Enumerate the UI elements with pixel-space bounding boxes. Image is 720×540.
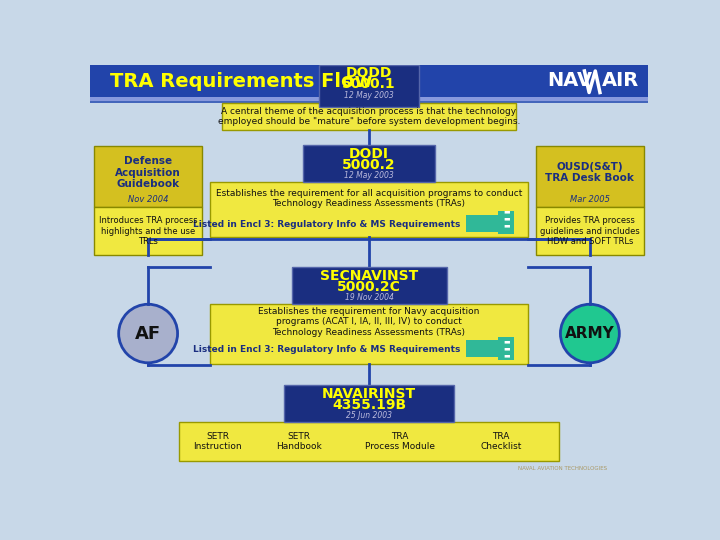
Text: TRA
Checklist: TRA Checklist	[480, 431, 521, 451]
Text: ARMY: ARMY	[565, 326, 615, 341]
Text: AF: AF	[135, 325, 161, 342]
Bar	[90, 97, 648, 101]
Text: Listed in Encl 3: Regulatory Info & MS Requirements: Listed in Encl 3: Regulatory Info & MS R…	[193, 220, 460, 229]
Text: TRA Requirements Flow: TRA Requirements Flow	[110, 72, 372, 91]
Text: SETR
Handbook: SETR Handbook	[276, 431, 322, 451]
Text: AIR: AIR	[601, 71, 639, 91]
Text: DODD: DODD	[346, 66, 392, 80]
Text: NAVAL AVIATION TECHNOLOGIES: NAVAL AVIATION TECHNOLOGIES	[518, 466, 607, 471]
Text: Mar 2005: Mar 2005	[570, 195, 610, 204]
Text: 5000.2C: 5000.2C	[337, 280, 401, 294]
Bar	[498, 336, 514, 360]
Circle shape	[560, 304, 619, 363]
Text: 5000.1: 5000.1	[342, 77, 396, 91]
Circle shape	[119, 304, 178, 363]
Bar	[303, 145, 435, 182]
Bar	[94, 207, 202, 255]
Bar	[94, 146, 202, 207]
Bar	[319, 65, 419, 107]
Bar	[536, 146, 644, 207]
Text: Provides TRA process
guidelines and includes
HDW and SOFT TRLs: Provides TRA process guidelines and incl…	[540, 216, 640, 246]
Text: 25 Jun 2003: 25 Jun 2003	[346, 411, 392, 421]
Text: 5000.2: 5000.2	[342, 158, 396, 172]
Text: 4355.19B: 4355.19B	[332, 398, 406, 412]
Text: SECNAVINST: SECNAVINST	[320, 269, 418, 283]
Text: TRA
Process Module: TRA Process Module	[365, 431, 435, 451]
Text: ▬
▬
▬: ▬ ▬ ▬	[503, 209, 510, 229]
Bar	[466, 340, 508, 357]
Text: ▬
▬
▬: ▬ ▬ ▬	[503, 338, 510, 358]
Text: 12 May 2003: 12 May 2003	[344, 171, 394, 180]
Bar	[498, 211, 514, 234]
Bar	[210, 182, 528, 237]
Bar	[536, 207, 644, 255]
Text: NAVAIRINST: NAVAIRINST	[322, 387, 416, 401]
Bar	[210, 303, 528, 363]
Text: Listed in Encl 3: Regulatory Info & MS Requirements: Listed in Encl 3: Regulatory Info & MS R…	[193, 345, 460, 354]
Bar	[284, 385, 454, 422]
Text: 19 Nov 2004: 19 Nov 2004	[345, 293, 393, 302]
Bar	[90, 65, 648, 97]
Text: Nov 2004: Nov 2004	[128, 195, 168, 204]
Text: OUSD(S&T)
TRA Desk Book: OUSD(S&T) TRA Desk Book	[546, 162, 634, 184]
Text: Defense
Acquisition
Guidebook: Defense Acquisition Guidebook	[115, 156, 181, 189]
Bar	[179, 422, 559, 461]
Bar	[292, 267, 446, 303]
Text: 12 May 2003: 12 May 2003	[344, 91, 394, 100]
Text: DODI: DODI	[349, 147, 389, 161]
Bar	[90, 101, 648, 103]
Text: SETR
Instruction: SETR Instruction	[194, 431, 242, 451]
Text: Establishes the requirement for all acquisition programs to conduct
Technology R: Establishes the requirement for all acqu…	[216, 189, 522, 208]
Bar	[222, 103, 516, 130]
Text: A central theme of the acquisition process is that the technology
employed shoul: A central theme of the acquisition proce…	[218, 107, 520, 126]
Bar	[466, 215, 508, 232]
Text: Introduces TRA process
highlights and the use
TRLs: Introduces TRA process highlights and th…	[99, 216, 197, 246]
Text: NAV: NAV	[547, 71, 593, 91]
Text: Establishes the requirement for Navy acquisition
programs (ACAT I, IA, II, III, : Establishes the requirement for Navy acq…	[258, 307, 480, 337]
